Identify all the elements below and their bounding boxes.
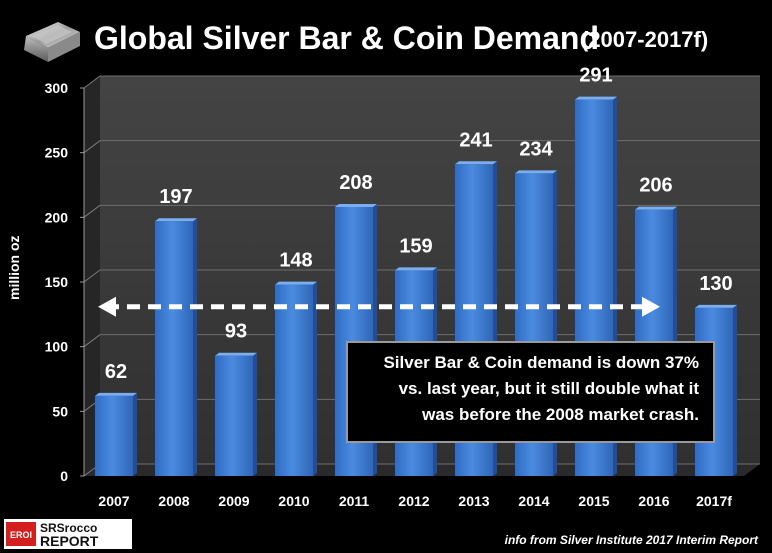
bar-top	[635, 206, 677, 210]
bar-top	[695, 304, 737, 308]
gridline-depth	[83, 269, 101, 283]
bar-top	[575, 96, 617, 100]
bar-top	[215, 352, 257, 356]
bar	[95, 395, 133, 476]
bar-side	[253, 352, 257, 476]
data-label: 291	[579, 65, 612, 87]
bar	[155, 221, 193, 476]
y-ticks: 0 50 100 150 200 250 300	[45, 80, 69, 484]
x-ticks: 2007 2008 2009 2010 2011 2012 2013 2014 2015 2016…	[98, 493, 732, 509]
bar	[215, 355, 253, 476]
bar-top	[455, 161, 497, 165]
bar-top	[95, 392, 137, 396]
data-label: 130	[699, 273, 732, 295]
logo-text-top: SRSrocco	[40, 521, 97, 535]
data-label: 93	[225, 321, 247, 343]
x-tick-label: 2016	[638, 493, 669, 509]
bar	[275, 284, 313, 476]
arrow-head-left	[98, 296, 116, 317]
y-tick-label: 200	[45, 209, 69, 225]
annotation-line: Silver Bar & Coin demand is down 37%	[383, 353, 699, 372]
data-label: 208	[339, 172, 372, 194]
data-label: 159	[399, 235, 432, 257]
chart-title: Global Silver Bar & Coin Demand	[94, 20, 599, 56]
data-label: 148	[279, 250, 312, 272]
annotation-line: vs. last year, but it still double what …	[398, 379, 699, 398]
y-tick-label: 0	[60, 468, 68, 484]
logo-text-bottom: REPORT	[40, 533, 99, 549]
data-labels: 62 197 93 148 208 159 241 234 291 206 130	[105, 65, 733, 383]
bar-side	[313, 281, 317, 476]
y-tick-label: 150	[45, 274, 69, 290]
reference-arrow	[98, 296, 660, 317]
srsrocco-logo: EROI SRSrocco REPORT	[4, 519, 132, 549]
arrow-head-right	[642, 296, 660, 317]
header: Global Silver Bar & Coin Demand (2007-20…	[0, 0, 772, 80]
data-label: 62	[105, 361, 127, 383]
data-label: 206	[639, 175, 672, 197]
x-tick-label: 2010	[278, 493, 309, 509]
annotation-box: Silver Bar & Coin demand is down 37% vs.…	[346, 341, 715, 443]
bar-side	[733, 304, 737, 476]
gridline-depth	[83, 75, 101, 89]
silver-bar-icon	[24, 22, 80, 62]
x-tick-label: 2015	[578, 493, 609, 509]
x-tick-label: 2012	[398, 493, 429, 509]
bar-side	[133, 392, 137, 476]
bar-top	[395, 267, 437, 271]
bar-top	[155, 218, 197, 222]
bar-top	[515, 170, 557, 174]
y-tick-label: 250	[45, 145, 69, 161]
source-credit: info from Silver Institute 2017 Interim …	[504, 533, 758, 547]
gridline-depth	[83, 140, 101, 154]
gridline-depth	[83, 334, 101, 348]
x-tick-label: 2013	[458, 493, 489, 509]
x-tick-label: 2017f	[696, 493, 732, 509]
x-tick-label: 2007	[98, 493, 129, 509]
y-tick-label: 300	[45, 80, 69, 96]
logo-badge-text: EROI	[10, 530, 32, 540]
x-tick-label: 2009	[218, 493, 249, 509]
x-tick-label: 2014	[518, 493, 549, 509]
data-label: 197	[159, 186, 192, 208]
y-tick-label: 100	[45, 339, 69, 355]
bar-side	[193, 218, 197, 477]
gridline-depth	[83, 204, 101, 218]
bar-top	[335, 203, 377, 207]
chart-subtitle: (2007-2017f)	[581, 27, 709, 52]
data-label: 241	[459, 129, 492, 151]
annotation-line: was before the 2008 market crash.	[422, 405, 699, 424]
x-tick-label: 2008	[158, 493, 189, 509]
y-tick-label: 50	[52, 403, 68, 419]
bar-top	[275, 281, 317, 285]
x-tick-label: 2011	[339, 493, 370, 509]
data-label: 234	[519, 138, 553, 160]
